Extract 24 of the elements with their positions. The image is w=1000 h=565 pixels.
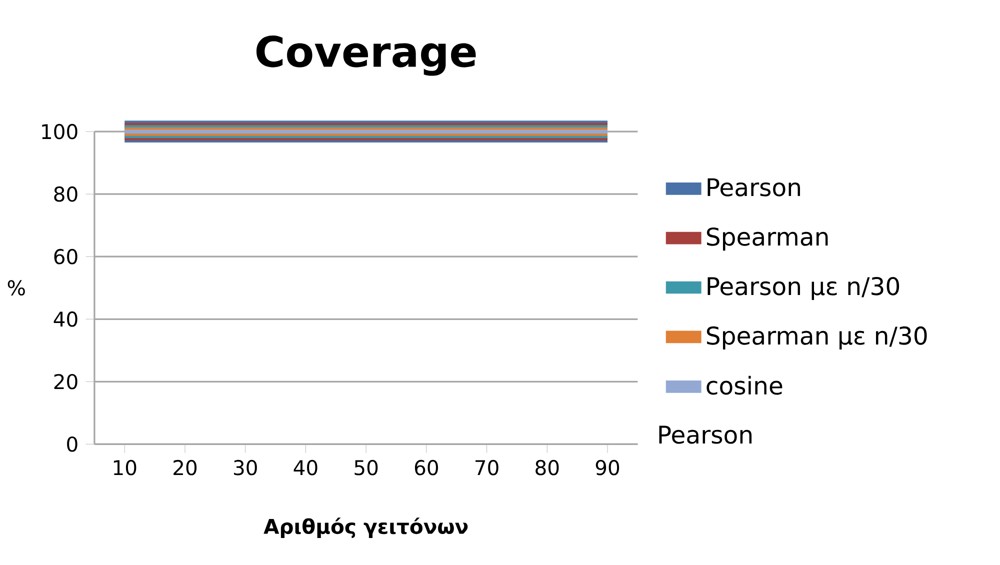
x-tick-label: 40	[294, 460, 318, 476]
x-tick-label: 70	[476, 460, 498, 476]
x-tick-label: 90	[596, 460, 620, 476]
legend-label: Spearman	[706, 227, 828, 250]
y-tick-label: 20	[54, 374, 78, 390]
legend-label: cosine	[706, 376, 782, 395]
x-tick-label: 10	[114, 460, 136, 476]
chart-title: Coverage	[256, 35, 476, 76]
legend-label: Spearman με n/30	[706, 326, 927, 350]
x-tick-label: 20	[174, 460, 197, 476]
x-tick-label: 80	[536, 460, 559, 476]
y-tick-label: 60	[54, 248, 78, 264]
y-tick-label: 100	[42, 124, 78, 140]
legend-label: Pearson με n/30	[708, 276, 900, 300]
x-tick-label: 60	[414, 460, 438, 476]
y-tick-label: 0	[67, 436, 78, 452]
x-tick-label: 30	[234, 460, 257, 476]
legend-label: Pearson	[708, 178, 800, 196]
y-tick-label: 80	[54, 186, 78, 202]
x-axis-title: Αριθμός γειτόνων	[264, 517, 468, 538]
y-axis-title: %	[8, 280, 25, 296]
x-tick-label: 50	[354, 460, 378, 476]
y-tick-label: 40	[54, 311, 78, 327]
text: Pearson	[659, 426, 752, 444]
